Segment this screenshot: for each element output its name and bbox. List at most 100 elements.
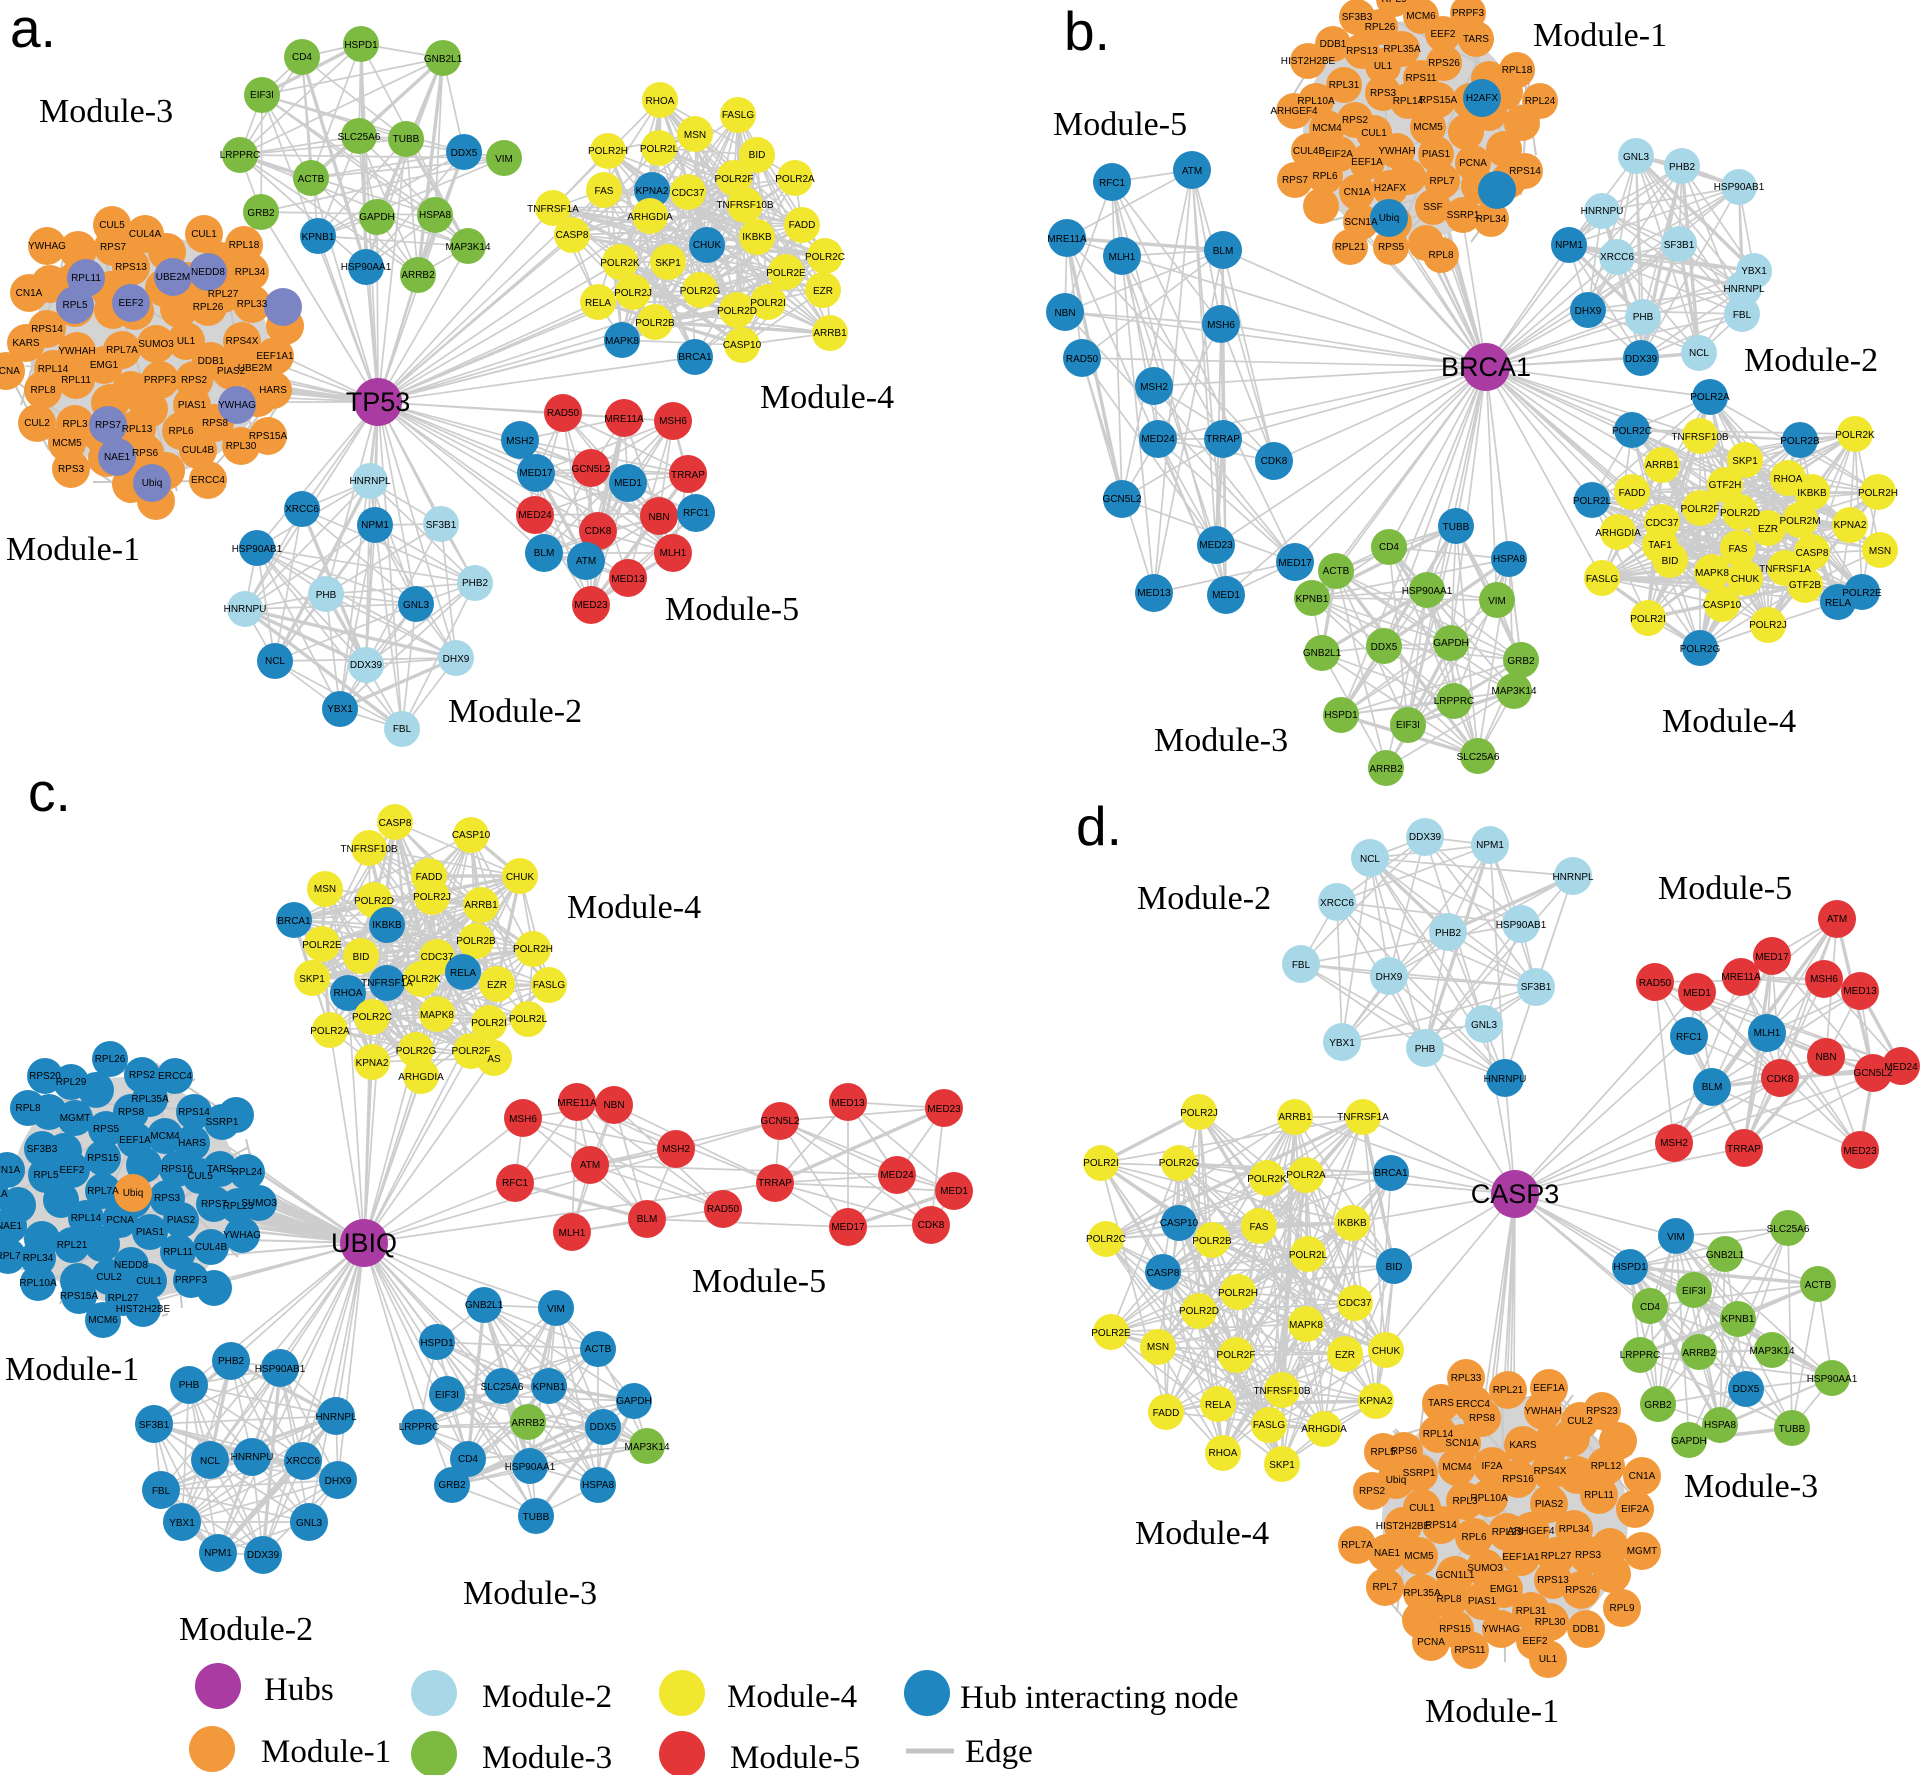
svg-text:CUL2: CUL2 xyxy=(24,418,50,429)
svg-text:LRPPRC: LRPPRC xyxy=(399,1422,440,1433)
svg-text:HSP90AA1: HSP90AA1 xyxy=(1402,586,1453,597)
svg-text:ARHGEF4: ARHGEF4 xyxy=(1270,106,1318,117)
svg-text:MED23: MED23 xyxy=(927,1104,961,1115)
svg-text:TUBB: TUBB xyxy=(393,134,420,145)
svg-text:UL1: UL1 xyxy=(1539,1654,1558,1665)
svg-text:YWHAG: YWHAG xyxy=(218,400,256,411)
svg-text:CUL2: CUL2 xyxy=(1567,1416,1593,1427)
svg-text:CDK8: CDK8 xyxy=(1261,456,1288,467)
svg-text:ACTB: ACTB xyxy=(1323,566,1350,577)
svg-text:HIST2H2BE: HIST2H2BE xyxy=(1281,56,1336,67)
svg-text:RPS8: RPS8 xyxy=(202,418,229,429)
svg-text:POLR2C: POLR2C xyxy=(805,252,845,263)
svg-text:HNRNPU: HNRNPU xyxy=(224,604,267,615)
svg-text:IKBKB: IKBKB xyxy=(372,920,402,931)
svg-text:SF3B3: SF3B3 xyxy=(27,1144,58,1155)
svg-text:CDC37: CDC37 xyxy=(672,188,705,199)
svg-text:POLR2A: POLR2A xyxy=(310,1026,350,1037)
svg-text:BRCA1: BRCA1 xyxy=(1374,1168,1408,1179)
svg-text:POLR2C: POLR2C xyxy=(1086,1234,1126,1245)
svg-text:EEF2: EEF2 xyxy=(59,1165,84,1176)
svg-text:NAE1: NAE1 xyxy=(1374,1548,1401,1559)
svg-text:RPS3: RPS3 xyxy=(1575,1550,1602,1561)
svg-text:CASP10: CASP10 xyxy=(1703,600,1742,611)
svg-text:CASP8: CASP8 xyxy=(556,230,589,241)
svg-text:DDX5: DDX5 xyxy=(451,148,478,159)
svg-text:GAPDH: GAPDH xyxy=(1671,1436,1707,1447)
svg-text:MCM6: MCM6 xyxy=(1406,11,1436,22)
svg-text:SF3B1: SF3B1 xyxy=(1664,240,1695,251)
svg-text:c.: c. xyxy=(28,761,71,823)
svg-text:CHUK: CHUK xyxy=(1372,1346,1401,1357)
svg-text:EMG1: EMG1 xyxy=(1490,1584,1519,1595)
svg-text:RPL21: RPL21 xyxy=(57,1240,88,1251)
svg-text:CUL4B: CUL4B xyxy=(1293,146,1326,157)
svg-text:Module-3: Module-3 xyxy=(1154,722,1288,759)
svg-text:Edge: Edge xyxy=(965,1734,1033,1770)
svg-text:RPL35A: RPL35A xyxy=(1383,44,1421,55)
svg-text:RPS13: RPS13 xyxy=(1537,1575,1569,1586)
svg-text:EEF1A1: EEF1A1 xyxy=(1502,1552,1540,1563)
svg-text:UL1: UL1 xyxy=(1374,61,1393,72)
svg-text:PCNA: PCNA xyxy=(0,366,20,377)
svg-text:BID: BID xyxy=(1386,1262,1403,1273)
svg-text:CUL4A: CUL4A xyxy=(129,229,162,240)
svg-text:MSN: MSN xyxy=(684,130,706,141)
svg-text:TARS: TARS xyxy=(1463,34,1489,45)
svg-text:SLC25A6: SLC25A6 xyxy=(338,132,381,143)
svg-text:RPL12: RPL12 xyxy=(1591,1461,1622,1472)
svg-text:b.: b. xyxy=(1064,0,1110,62)
svg-text:POLR2C: POLR2C xyxy=(352,1012,392,1023)
svg-text:HNRNPL: HNRNPL xyxy=(1723,284,1765,295)
svg-text:POLR2G: POLR2G xyxy=(680,286,721,297)
svg-text:MSN: MSN xyxy=(1147,1342,1169,1353)
svg-text:RHOA: RHOA xyxy=(1774,474,1803,485)
svg-text:CUL1: CUL1 xyxy=(1409,1503,1435,1514)
svg-text:HIST2H2BE: HIST2H2BE xyxy=(1376,1521,1431,1532)
svg-text:LRPPRC: LRPPRC xyxy=(1434,696,1475,707)
svg-text:MAPK8: MAPK8 xyxy=(605,336,639,347)
svg-text:FBL: FBL xyxy=(152,1486,171,1497)
svg-text:DDB1: DDB1 xyxy=(1320,39,1347,50)
svg-text:RPS2: RPS2 xyxy=(129,1070,156,1081)
svg-text:NPM1: NPM1 xyxy=(1555,240,1583,251)
svg-text:HNRNPL: HNRNPL xyxy=(349,476,391,487)
svg-text:GCN5L2: GCN5L2 xyxy=(1854,1068,1893,1079)
svg-text:MSH2: MSH2 xyxy=(1140,382,1168,393)
svg-text:GNL3: GNL3 xyxy=(296,1518,323,1529)
svg-text:CDK8: CDK8 xyxy=(585,526,612,537)
svg-text:RPS8: RPS8 xyxy=(1469,1413,1496,1424)
svg-text:RPS5: RPS5 xyxy=(93,1124,120,1135)
svg-text:POLR2M: POLR2M xyxy=(1779,516,1820,527)
svg-text:DHX9: DHX9 xyxy=(1376,972,1403,983)
svg-text:CD4: CD4 xyxy=(1379,542,1399,553)
svg-text:RELA: RELA xyxy=(585,298,611,309)
svg-text:YBX1: YBX1 xyxy=(169,1518,195,1529)
svg-text:POLR2J: POLR2J xyxy=(614,288,652,299)
svg-text:RPL26: RPL26 xyxy=(193,302,224,313)
svg-text:ARRB1: ARRB1 xyxy=(1645,460,1679,471)
svg-text:PIAS2: PIAS2 xyxy=(217,366,246,377)
svg-text:Module-3: Module-3 xyxy=(482,1740,612,1775)
svg-text:TP53: TP53 xyxy=(346,387,411,417)
svg-text:HSPD1: HSPD1 xyxy=(1613,1262,1647,1273)
svg-text:GNL3: GNL3 xyxy=(1471,1020,1498,1031)
svg-text:RPL18: RPL18 xyxy=(1502,65,1533,76)
svg-text:NPM1: NPM1 xyxy=(204,1548,232,1559)
svg-text:RPL27: RPL27 xyxy=(108,1293,139,1304)
svg-text:BLM: BLM xyxy=(1702,1082,1723,1093)
svg-text:FBL: FBL xyxy=(1292,960,1311,971)
svg-text:MSH6: MSH6 xyxy=(659,416,687,427)
svg-text:MAPK8: MAPK8 xyxy=(420,1010,454,1021)
svg-text:POLR2B: POLR2B xyxy=(1192,1236,1232,1247)
svg-text:Module-1: Module-1 xyxy=(261,1734,391,1770)
svg-text:DHX9: DHX9 xyxy=(1575,306,1602,317)
svg-text:MCM5: MCM5 xyxy=(1404,1551,1434,1562)
svg-text:TNFRSF1A: TNFRSF1A xyxy=(1759,564,1811,575)
svg-text:YWHAH: YWHAH xyxy=(58,346,95,357)
svg-text:YWHAH: YWHAH xyxy=(1524,1406,1561,1417)
svg-text:CUL1: CUL1 xyxy=(191,229,217,240)
svg-text:GRB2: GRB2 xyxy=(438,1480,466,1491)
svg-text:XRCC6: XRCC6 xyxy=(286,1456,320,1467)
svg-text:MAP3K14: MAP3K14 xyxy=(1491,686,1536,697)
